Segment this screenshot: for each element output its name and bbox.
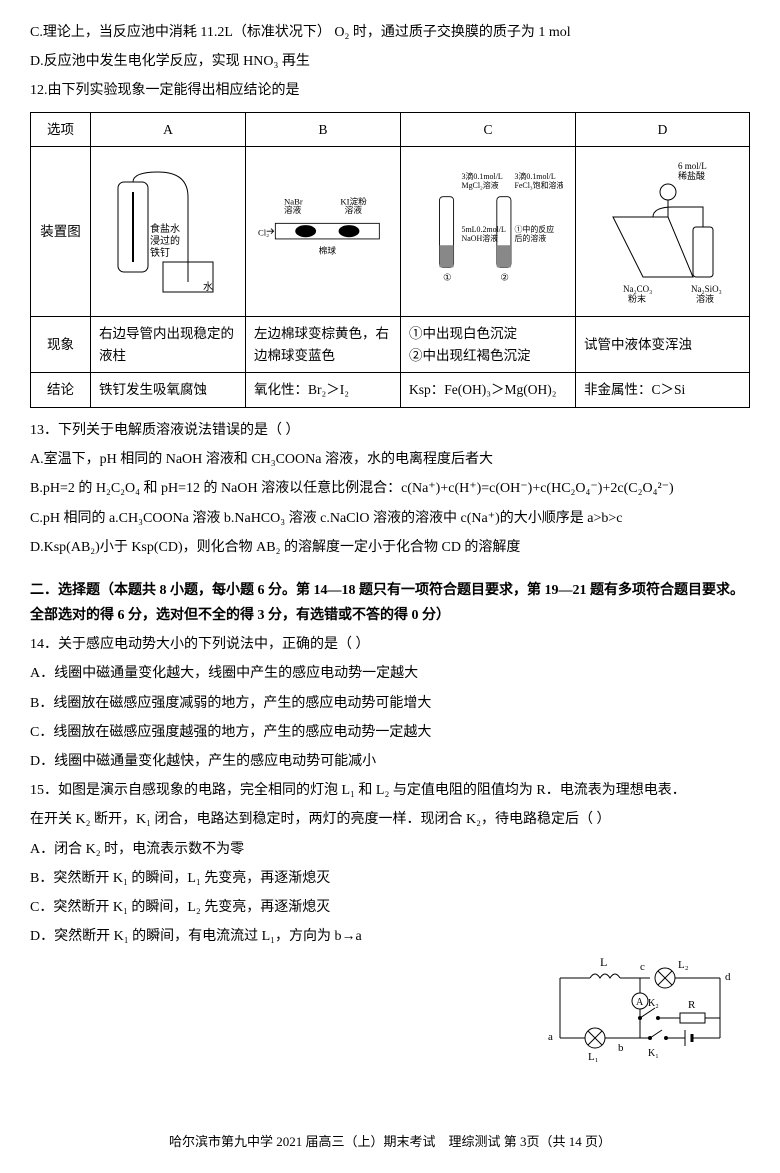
- q15-b: B．突然断开 K₁ 的瞬间，L₁ 先变亮，再逐渐熄灭: [30, 866, 750, 891]
- conclusion-label: 结论: [31, 373, 91, 408]
- device-a-svg: 食盐水 浸过的 铁钉 水: [108, 162, 228, 302]
- svg-text:Na₂SiO₃: Na₂SiO₃: [691, 284, 722, 294]
- label-d: d: [725, 971, 731, 983]
- q13-stem: 13．下列关于电解质溶液说法错误的是（ ）: [30, 418, 750, 443]
- svg-text:Na₂CO₃: Na₂CO₃: [623, 284, 652, 294]
- device-a: 食盐水 浸过的 铁钉 水: [91, 147, 246, 317]
- conclusion-a: 铁钉发生吸氧腐蚀: [91, 373, 246, 408]
- q-option-c: C.理论上，当反应池中消耗 11.2L（标准状况下） O₂ 时，通过质子交换膜的…: [30, 20, 750, 45]
- q14-d: D．线圈中磁通量变化越快，产生的感应电动势可能减小: [30, 749, 750, 774]
- label-b: b: [618, 1042, 624, 1054]
- svg-text:溶液: 溶液: [284, 204, 302, 215]
- svg-text:稀盐酸: 稀盐酸: [678, 170, 705, 181]
- device-a-desc: 食盐水 浸过的 铁钉 水: [99, 157, 237, 307]
- q12-stem: 12.由下列实验现象一定能得出相应结论的是: [30, 78, 750, 103]
- section2-title-text: 二．选择题（本题共 8 小题，每小题 6 分。第 14—18 题只有一项符合题目…: [30, 583, 744, 623]
- q13-b: B.pH=2 的 H₂C₂O₄ 和 pH=12 的 NaOH 溶液以任意比例混合…: [30, 476, 750, 501]
- device-b: NaBr 溶液 KI淀粉 溶液 Cl₂ 棉球: [246, 147, 401, 317]
- svg-text:食盐水: 食盐水: [150, 222, 180, 235]
- svg-text:5mL0.2mol/L: 5mL0.2mol/L: [462, 225, 506, 234]
- conclusion-b: 氧化性：Br₂＞I₂: [246, 373, 401, 408]
- svg-text:3滴0.1mol/L: 3滴0.1mol/L: [514, 171, 555, 181]
- q14-a: A．线圈中磁通量变化越大，线圈中产生的感应电动势一定越大: [30, 661, 750, 686]
- q14-b: B．线圈放在磁感应强度减弱的地方，产生的感应电动势可能增大: [30, 691, 750, 716]
- label-L2: L₂: [678, 959, 689, 971]
- q15-stem2: 在开关 K₂ 断开，K₁ 闭合，电路达到稳定时，两灯的亮度一样．现闭合 K₂，待…: [30, 807, 750, 832]
- svg-text:水: 水: [203, 281, 213, 293]
- svg-text:MgCl₂溶液: MgCl₂溶液: [462, 180, 499, 190]
- q14-c: C．线圈放在磁感应强度越强的地方，产生的感应电动势一定越大: [30, 720, 750, 745]
- q13-d: D.Ksp(AB₂)小于 Ksp(CD)，则化合物 AB₂ 的溶解度一定小于化合…: [30, 535, 750, 560]
- q15-stem1: 15．如图是演示自感现象的电路，完全相同的灯泡 L₁ 和 L₂ 与定值电阻的阻值…: [30, 778, 750, 803]
- q13-c: C.pH 相同的 a.CH₃COONa 溶液 b.NaHCO₃ 溶液 c.NaC…: [30, 506, 750, 531]
- svg-text:①: ①: [443, 272, 452, 283]
- label-L: L: [600, 955, 607, 969]
- label-a: a: [548, 1031, 553, 1043]
- device-d-desc: 6 mol/L 稀盐酸 Na₂CO₃ 粉末 Na₂SiO₃ 溶液: [584, 157, 741, 307]
- q15-circuit-diagram: L c L₂ d A K₂ R a L₁ b: [540, 948, 740, 1068]
- svg-text:后的溶液: 后的溶液: [514, 232, 546, 242]
- device-b-svg: NaBr 溶液 KI淀粉 溶液 Cl₂ 棉球: [258, 182, 388, 282]
- device-c-desc: 3滴0.1mol/L MgCl₂溶液 3滴0.1mol/L FeCl₃饱和溶液 …: [409, 157, 567, 307]
- label-L1: L₁: [588, 1051, 599, 1063]
- device-c-svg: 3滴0.1mol/L MgCl₂溶液 3滴0.1mol/L FeCl₃饱和溶液 …: [413, 157, 563, 307]
- label-K1: K₁: [648, 1048, 659, 1059]
- col-a: A: [91, 112, 246, 147]
- table-row-device: 装置图 食盐水 浸过的 铁钉 水 NaBr 溶液: [31, 147, 750, 317]
- section2-title: 二．选择题（本题共 8 小题，每小题 6 分。第 14—18 题只有一项符合题目…: [30, 578, 750, 628]
- table-row-header: 选项 A B C D: [31, 112, 750, 147]
- col-b: B: [246, 112, 401, 147]
- svg-text:Cl₂: Cl₂: [258, 227, 269, 237]
- header-label: 选项: [31, 112, 91, 147]
- q-option-d: D.反应池中发生电化学反应，实现 HNO₃ 再生: [30, 49, 750, 74]
- phenomenon-d: 试管中液体变浑浊: [576, 317, 750, 373]
- svg-text:6 mol/L: 6 mol/L: [678, 161, 707, 171]
- phenomenon-b: 左边棉球变棕黄色，右边棉球变蓝色: [246, 317, 401, 373]
- q15-a: A．闭合 K₂ 时，电流表示数不为零: [30, 837, 750, 862]
- label-K2: K₂: [648, 998, 659, 1009]
- svg-text:浸过的: 浸过的: [150, 234, 180, 247]
- device-d: 6 mol/L 稀盐酸 Na₂CO₃ 粉末 Na₂SiO₃ 溶液: [576, 147, 750, 317]
- label-A: A: [636, 997, 644, 1008]
- q14-stem: 14．关于感应电动势大小的下列说法中，正确的是（ ）: [30, 632, 750, 657]
- device-d-svg: 6 mol/L 稀盐酸 Na₂CO₃ 粉末 Na₂SiO₃ 溶液: [593, 157, 733, 307]
- q15-c: C．突然断开 K₁ 的瞬间，L₂ 先变亮，再逐渐熄灭: [30, 895, 750, 920]
- phenomenon-c: ①中出现白色沉淀 ②中出现红褐色沉淀: [401, 317, 576, 373]
- svg-text:棉球: 棉球: [319, 244, 337, 255]
- svg-text:铁钉: 铁钉: [150, 246, 170, 259]
- conclusion-c: Ksp：Fe(OH)₃＞Mg(OH)₂: [401, 373, 576, 408]
- col-c: C: [401, 112, 576, 147]
- label-R: R: [688, 999, 696, 1011]
- conclusion-d: 非金属性：C＞Si: [576, 373, 750, 408]
- label-c: c: [640, 961, 645, 973]
- svg-text:②: ②: [500, 272, 509, 283]
- q13-a: A.室温下，pH 相同的 NaOH 溶液和 CH₃COONa 溶液，水的电离程度…: [30, 447, 750, 472]
- table-row-conclusion: 结论 铁钉发生吸氧腐蚀 氧化性：Br₂＞I₂ Ksp：Fe(OH)₃＞Mg(OH…: [31, 373, 750, 408]
- svg-text:粉末: 粉末: [628, 293, 646, 304]
- phenomenon-a: 右边导管内出现稳定的液柱: [91, 317, 246, 373]
- phenomenon-label: 现象: [31, 317, 91, 373]
- device-label: 装置图: [31, 147, 91, 317]
- q15-d: D．突然断开 K₁ 的瞬间，有电流流过 L₁，方向为 b→a: [30, 924, 750, 949]
- q12-table: 选项 A B C D 装置图 食盐水 浸过的 铁钉 水: [30, 112, 750, 408]
- page-footer: 哈尔滨市第九中学 2021 届高三（上）期末考试 理综测试 第 3页（共 14 …: [0, 1130, 780, 1153]
- svg-text:溶液: 溶液: [696, 293, 714, 304]
- svg-text:NaOH溶液: NaOH溶液: [462, 232, 499, 242]
- col-d: D: [576, 112, 750, 147]
- svg-text:①中的反应: ①中的反应: [514, 224, 554, 234]
- device-c: 3滴0.1mol/L MgCl₂溶液 3滴0.1mol/L FeCl₃饱和溶液 …: [401, 147, 576, 317]
- svg-text:溶液: 溶液: [345, 204, 363, 215]
- table-row-phenomenon: 现象 右边导管内出现稳定的液柱 左边棉球变棕黄色，右边棉球变蓝色 ①中出现白色沉…: [31, 317, 750, 373]
- svg-text:FeCl₃饱和溶液: FeCl₃饱和溶液: [514, 180, 563, 190]
- svg-text:3滴0.1mol/L: 3滴0.1mol/L: [462, 171, 503, 181]
- device-b-desc: NaBr 溶液 KI淀粉 溶液 Cl₂ 棉球: [254, 157, 392, 307]
